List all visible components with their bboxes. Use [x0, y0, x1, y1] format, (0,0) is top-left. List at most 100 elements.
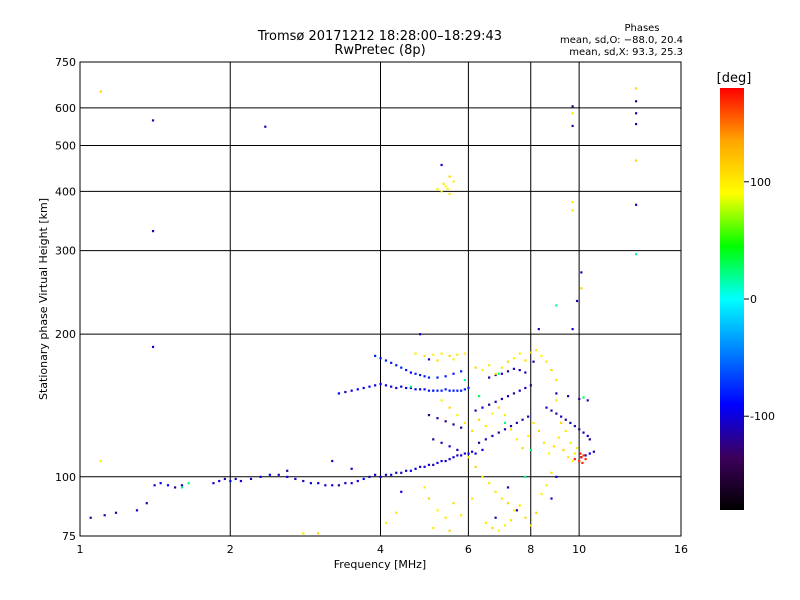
- echo-point: [448, 354, 451, 357]
- echo-point: [264, 125, 267, 128]
- echo-point: [409, 469, 412, 472]
- echo-point: [573, 452, 576, 455]
- echo-point: [436, 376, 439, 379]
- echo-point: [384, 359, 388, 362]
- echo-point: [527, 415, 530, 418]
- echo-point: [509, 424, 513, 428]
- y-tick-label: 100: [55, 471, 76, 484]
- echo-point: [452, 423, 455, 426]
- echo-point: [494, 373, 497, 377]
- echo-point: [567, 456, 570, 459]
- echo-point: [99, 90, 102, 93]
- colorbar-tick-label: -100: [750, 410, 775, 423]
- y-tick-label: 500: [55, 139, 76, 152]
- echo-point: [432, 526, 435, 530]
- echo-point: [481, 406, 484, 409]
- echo-point: [286, 469, 289, 472]
- echo-point: [555, 412, 558, 415]
- x-tick-label: 8: [527, 543, 534, 556]
- echo-point: [427, 497, 431, 500]
- echo-point: [582, 454, 585, 457]
- echo-point: [580, 456, 583, 459]
- echo-point: [497, 406, 500, 409]
- echo-point: [444, 388, 447, 391]
- echo-point: [509, 428, 513, 431]
- echo-point: [470, 450, 474, 453]
- echo-point: [573, 458, 576, 461]
- echo-point: [506, 360, 510, 363]
- y-tick-label: 300: [55, 245, 76, 258]
- echo-point: [586, 434, 589, 438]
- echo-point: [537, 429, 540, 433]
- echo-point: [452, 372, 455, 375]
- echo-point: [515, 421, 518, 424]
- echo-point: [409, 386, 412, 390]
- colorbar-tick-label: 0: [750, 293, 757, 306]
- echo-point: [427, 376, 431, 379]
- echo-point: [356, 479, 359, 483]
- echo-point: [409, 385, 412, 388]
- echo-point: [484, 521, 487, 524]
- echo-point: [518, 389, 521, 392]
- echo-point: [552, 445, 556, 448]
- echo-point: [309, 482, 312, 485]
- echo-point: [405, 386, 408, 390]
- echo-point: [500, 397, 504, 401]
- echo-point: [427, 414, 431, 417]
- colorbar-label: [deg]: [717, 71, 752, 86]
- echo-point: [581, 461, 584, 465]
- echo-point: [448, 175, 451, 178]
- echo-point: [166, 484, 170, 487]
- echo-point: [159, 482, 162, 485]
- echo-point: [578, 397, 581, 401]
- echo-point: [368, 475, 371, 478]
- colorbar-ticks: 100 0 -100: [744, 176, 775, 423]
- echo-point: [153, 484, 156, 487]
- echo-point: [537, 328, 540, 331]
- echo-point: [218, 479, 221, 483]
- echo-point: [390, 361, 393, 364]
- echo-point: [584, 454, 587, 457]
- echo-point: [432, 389, 435, 392]
- echo-point: [423, 486, 426, 489]
- echo-point: [344, 390, 347, 394]
- echo-point: [463, 421, 466, 424]
- echo-point: [467, 452, 470, 455]
- echo-point: [512, 367, 516, 370]
- echo-point: [488, 482, 491, 485]
- echo-point: [545, 360, 548, 363]
- echo-point: [634, 87, 638, 90]
- chart-title: Tromsø 20171212 18:28:00–18:29:43: [257, 29, 502, 44]
- echo-point: [317, 482, 320, 485]
- echo-point: [588, 452, 591, 455]
- echo-point: [518, 352, 521, 355]
- echo-point: [555, 475, 558, 478]
- echo-point: [494, 372, 497, 375]
- echo-point: [384, 384, 388, 387]
- echo-point: [99, 459, 102, 463]
- echo-point: [545, 484, 548, 487]
- echo-point: [374, 354, 377, 357]
- echo-point: [423, 388, 426, 391]
- echo-point: [488, 364, 491, 367]
- echo-point: [488, 376, 491, 379]
- echo-point: [268, 473, 271, 476]
- echo-point: [317, 532, 320, 535]
- echo-point: [494, 400, 497, 403]
- echo-point: [470, 429, 474, 433]
- echo-point: [324, 484, 327, 487]
- echo-point: [395, 511, 398, 514]
- echo-point: [494, 516, 497, 519]
- x-tick-label: 2: [227, 543, 234, 556]
- echo-point: [474, 366, 477, 369]
- echo-point: [427, 358, 431, 361]
- echo-point: [571, 105, 574, 108]
- echo-point: [456, 389, 459, 392]
- echo-point: [547, 452, 551, 455]
- echo-point: [518, 504, 521, 507]
- echo-point: [477, 418, 481, 421]
- echo-point: [555, 304, 558, 307]
- echo-point: [229, 479, 232, 483]
- echo-point: [409, 371, 412, 374]
- echo-point: [582, 396, 585, 399]
